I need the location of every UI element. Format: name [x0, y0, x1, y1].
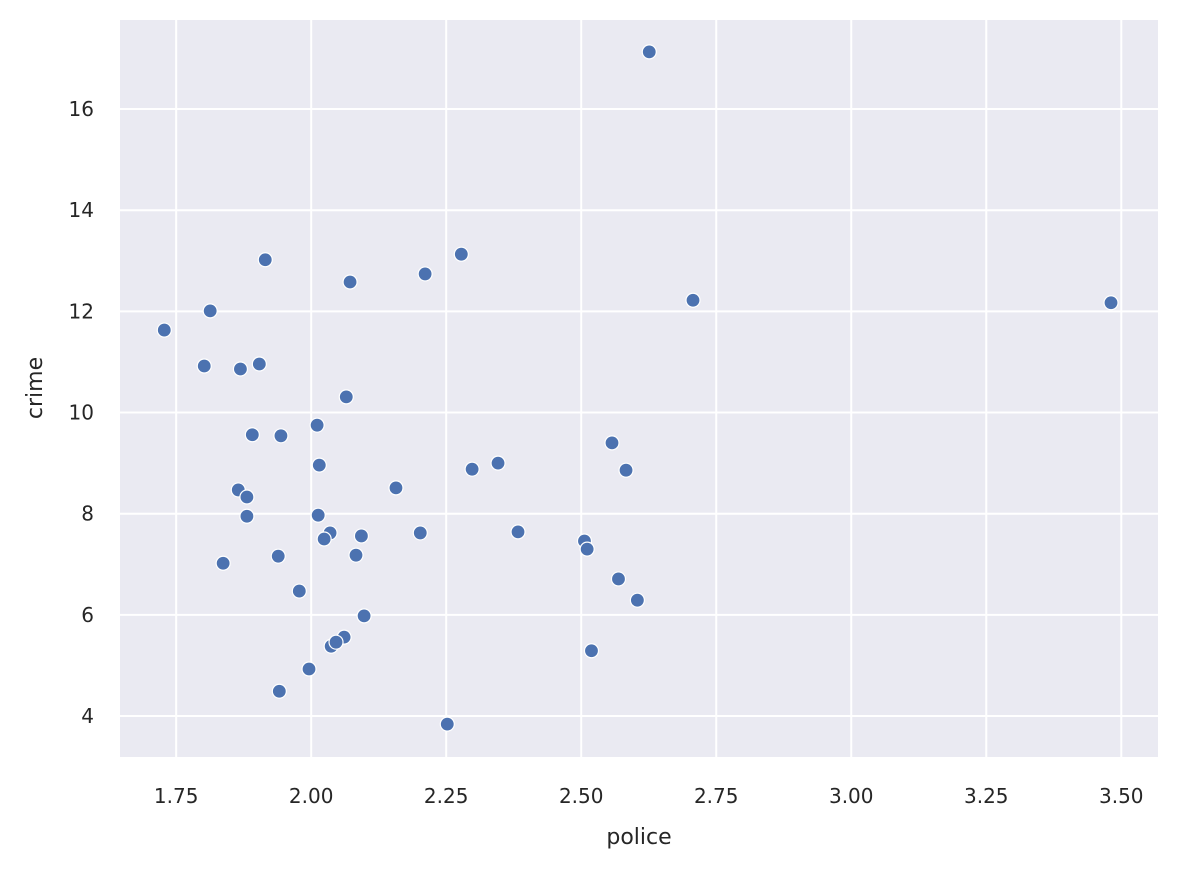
point	[316, 531, 332, 547]
point	[273, 428, 289, 444]
y-axis-label: crime	[23, 357, 48, 419]
point	[1103, 295, 1119, 311]
y-tick-label: 14	[69, 198, 94, 222]
point	[464, 461, 480, 477]
point	[310, 507, 326, 523]
point	[232, 361, 249, 377]
points	[156, 44, 1119, 732]
x-tick-label: 3.50	[1099, 784, 1144, 808]
y-tick-label: 4	[81, 704, 94, 728]
point	[291, 583, 307, 599]
point	[196, 358, 212, 374]
point	[244, 427, 260, 443]
point	[338, 389, 354, 405]
point	[270, 548, 286, 564]
y-tick-label: 10	[69, 401, 94, 425]
x-tick-label: 2.25	[424, 784, 469, 808]
point	[202, 303, 218, 319]
point	[353, 528, 370, 544]
point	[685, 292, 701, 308]
x-tick-label: 2.50	[559, 784, 604, 808]
x-tick-label: 1.75	[154, 784, 199, 808]
x-tick-label: 3.00	[829, 784, 874, 808]
point	[257, 252, 273, 268]
point	[309, 417, 325, 433]
plot-area	[120, 20, 1158, 757]
point	[510, 524, 526, 540]
x-axis-label: police	[606, 825, 671, 850]
y-tick-label: 12	[69, 299, 94, 323]
point	[215, 555, 231, 571]
point	[490, 455, 506, 471]
point	[388, 480, 404, 496]
point	[328, 634, 344, 650]
grid	[120, 20, 1158, 757]
point	[348, 547, 364, 563]
y-tick-label: 6	[81, 603, 94, 627]
point	[239, 508, 255, 524]
point	[610, 571, 627, 587]
point	[453, 246, 469, 262]
point	[583, 643, 600, 659]
x-tick-label: 2.75	[694, 784, 739, 808]
point	[439, 716, 455, 732]
point	[604, 435, 620, 451]
point	[271, 683, 287, 699]
x-tick-label: 3.25	[964, 784, 1009, 808]
point	[618, 462, 634, 478]
point	[239, 489, 255, 505]
point	[311, 457, 327, 473]
point	[156, 322, 172, 338]
point	[417, 266, 433, 282]
point	[629, 592, 645, 608]
point	[301, 661, 317, 677]
point	[412, 525, 428, 541]
y-tick-label: 8	[81, 502, 94, 526]
point	[579, 541, 595, 557]
point	[342, 274, 358, 290]
point	[641, 44, 657, 60]
point	[251, 356, 267, 372]
point	[356, 608, 372, 624]
y-tick-label: 16	[69, 97, 94, 121]
x-tick-label: 2.00	[289, 784, 334, 808]
